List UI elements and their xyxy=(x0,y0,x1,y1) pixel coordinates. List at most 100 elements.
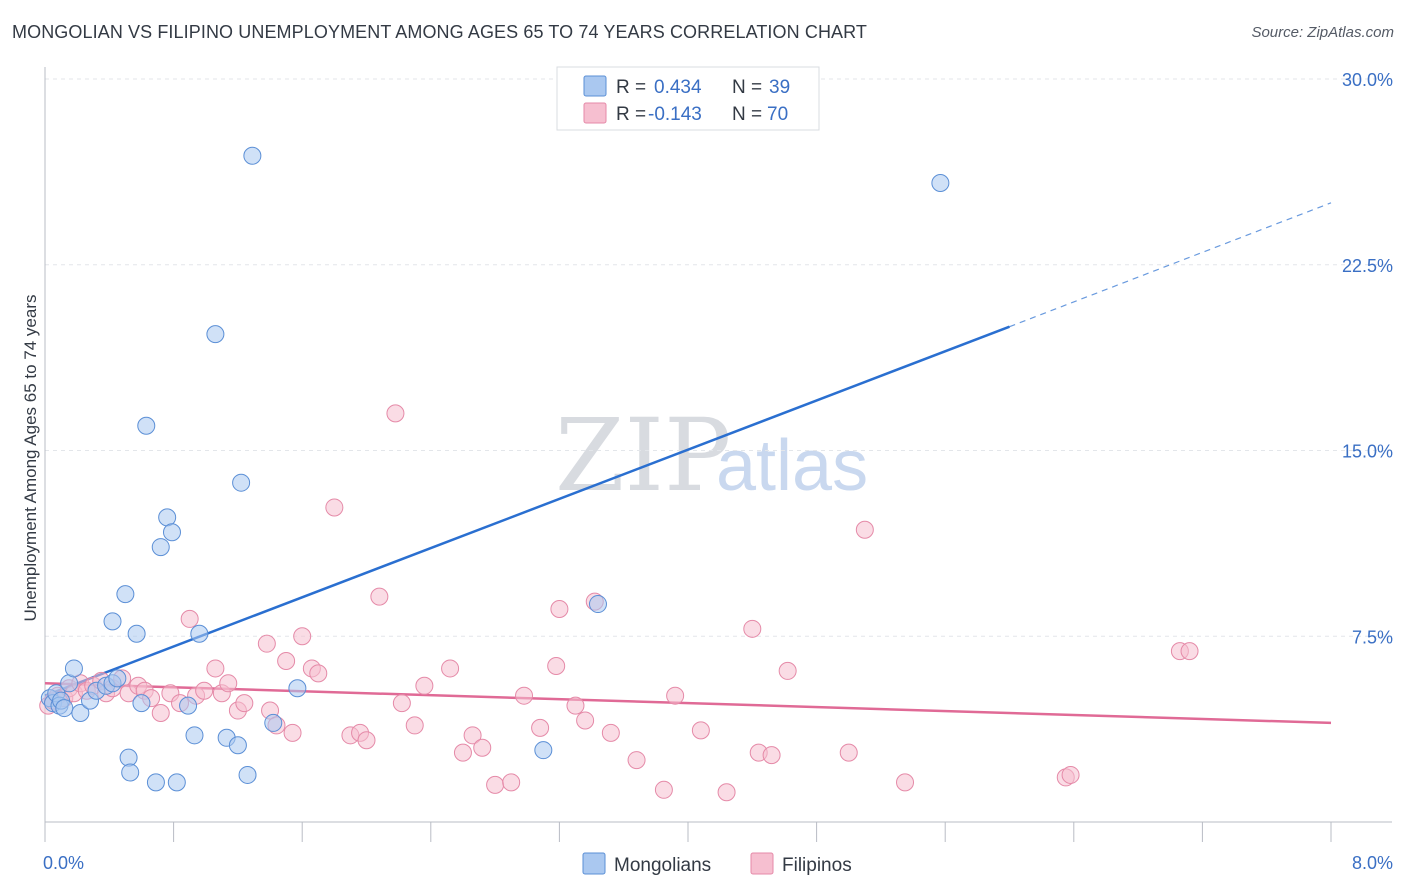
x-tick-label: 0.0% xyxy=(43,853,84,873)
mongolians-point xyxy=(931,174,950,193)
filipinos-point xyxy=(627,751,646,770)
mongolians-point xyxy=(55,699,74,718)
legend-n-value-filipinos: 70 xyxy=(767,104,788,125)
filipinos-point xyxy=(357,731,376,750)
mongolians-point xyxy=(228,736,247,755)
mongolians-trend-line xyxy=(44,325,1010,697)
filipinos-point xyxy=(325,498,344,517)
filipinos-trend-line xyxy=(44,682,1332,725)
filipinos-point xyxy=(855,520,874,539)
legend-n-label-filipinos: N = xyxy=(732,104,762,125)
filipinos-point xyxy=(550,600,569,619)
filipinos-point xyxy=(778,661,797,680)
legend-r-value-mongolians: 0.434 xyxy=(654,77,702,98)
mongolians-point xyxy=(534,741,553,760)
mongolians-points xyxy=(40,146,950,792)
mongolians-point xyxy=(206,325,225,344)
legend-r-value-filipinos: -0.143 xyxy=(648,104,702,125)
mongolians-point xyxy=(127,624,146,643)
filipinos-point xyxy=(309,664,328,683)
mongolians-point xyxy=(137,416,156,435)
bottom-legend-swatch-filipinos xyxy=(750,852,774,875)
filipinos-point xyxy=(405,716,424,735)
filipinos-point xyxy=(473,738,492,757)
filipinos-point xyxy=(1061,765,1080,784)
filipinos-point xyxy=(235,694,254,713)
mongolians-point xyxy=(103,612,122,631)
mongolians-trend-extension xyxy=(1009,202,1332,328)
y-tick-label: 7.5% xyxy=(1352,627,1393,647)
mongolians-point xyxy=(108,669,127,688)
x-tick-labels: 0.0% 8.0% xyxy=(43,853,1393,873)
mongolians-point xyxy=(167,773,186,792)
mongolians-point xyxy=(264,713,283,732)
filipinos-point xyxy=(717,783,736,802)
mongolians-point xyxy=(132,694,151,713)
axes xyxy=(44,67,1392,842)
filipinos-point xyxy=(206,659,225,678)
mongolians-point xyxy=(71,704,90,723)
filipinos-point xyxy=(463,726,482,745)
mongolians-point xyxy=(243,146,262,165)
filipinos-point xyxy=(277,652,296,671)
filipinos-point xyxy=(691,721,710,740)
legend-n-value-mongolians: 39 xyxy=(769,77,790,98)
filipinos-point xyxy=(839,743,858,762)
mongolians-point xyxy=(119,748,138,767)
mongolians-point xyxy=(116,585,135,604)
mongolians-point xyxy=(162,523,181,542)
bottom-legend: Mongolians Filipinos xyxy=(582,852,852,876)
filipinos-point xyxy=(566,696,585,715)
filipinos-point xyxy=(441,659,460,678)
filipinos-point xyxy=(386,404,405,423)
filipinos-points xyxy=(39,404,1199,802)
filipinos-point xyxy=(392,694,411,713)
filipinos-point xyxy=(293,627,312,646)
legend-r-label-filipinos: R = xyxy=(616,104,646,125)
filipinos-point xyxy=(666,686,685,705)
y-tick-label: 15.0% xyxy=(1342,442,1393,462)
mongolians-point xyxy=(232,473,251,492)
mongolians-point xyxy=(151,538,170,557)
filipinos-point xyxy=(576,711,595,730)
filipinos-point xyxy=(515,686,534,705)
legend-swatch-mongolians xyxy=(583,75,607,97)
filipinos-point xyxy=(415,676,434,695)
chart-title: MONGOLIAN VS FILIPINO UNEMPLOYMENT AMONG… xyxy=(12,22,868,42)
filipinos-point xyxy=(219,674,238,693)
filipinos-point xyxy=(151,704,170,723)
mongolians-point xyxy=(238,765,257,784)
mongolians-point xyxy=(121,763,140,782)
source-label: Source: ZipAtlas.com xyxy=(1251,24,1394,41)
filipinos-point xyxy=(743,619,762,638)
filipinos-point xyxy=(1180,642,1199,661)
watermark-zip: ZIP xyxy=(555,397,731,514)
filipinos-point xyxy=(547,656,566,675)
filipinos-point xyxy=(370,587,389,606)
filipinos-point xyxy=(486,775,505,794)
y-tick-labels: 7.5% 15.0% 22.5% 30.0% xyxy=(1342,70,1393,647)
filipinos-point xyxy=(601,723,620,742)
bottom-legend-swatch-mongolians xyxy=(582,852,606,875)
mongolians-point xyxy=(288,679,307,698)
legend-swatch-filipinos xyxy=(583,102,607,124)
filipinos-point xyxy=(531,718,550,737)
filipinos-point xyxy=(257,634,276,653)
y-tick-label: 22.5% xyxy=(1342,256,1393,276)
mongolians-point xyxy=(179,696,198,715)
bottom-legend-filipinos: Filipinos xyxy=(782,855,852,876)
bottom-legend-mongolians: Mongolians xyxy=(614,855,711,876)
filipinos-point xyxy=(195,681,214,700)
mongolians-point xyxy=(190,624,209,643)
y-tick-label: 30.0% xyxy=(1342,70,1393,90)
filipinos-point xyxy=(180,609,199,628)
filipinos-point xyxy=(283,723,302,742)
filipinos-point xyxy=(654,780,673,799)
mongolians-point xyxy=(185,726,204,745)
x-tick-label: 8.0% xyxy=(1352,853,1393,873)
mongolians-point xyxy=(64,659,83,678)
filipinos-point xyxy=(453,743,472,762)
filipinos-point xyxy=(502,773,521,792)
filipinos-point xyxy=(762,746,781,765)
